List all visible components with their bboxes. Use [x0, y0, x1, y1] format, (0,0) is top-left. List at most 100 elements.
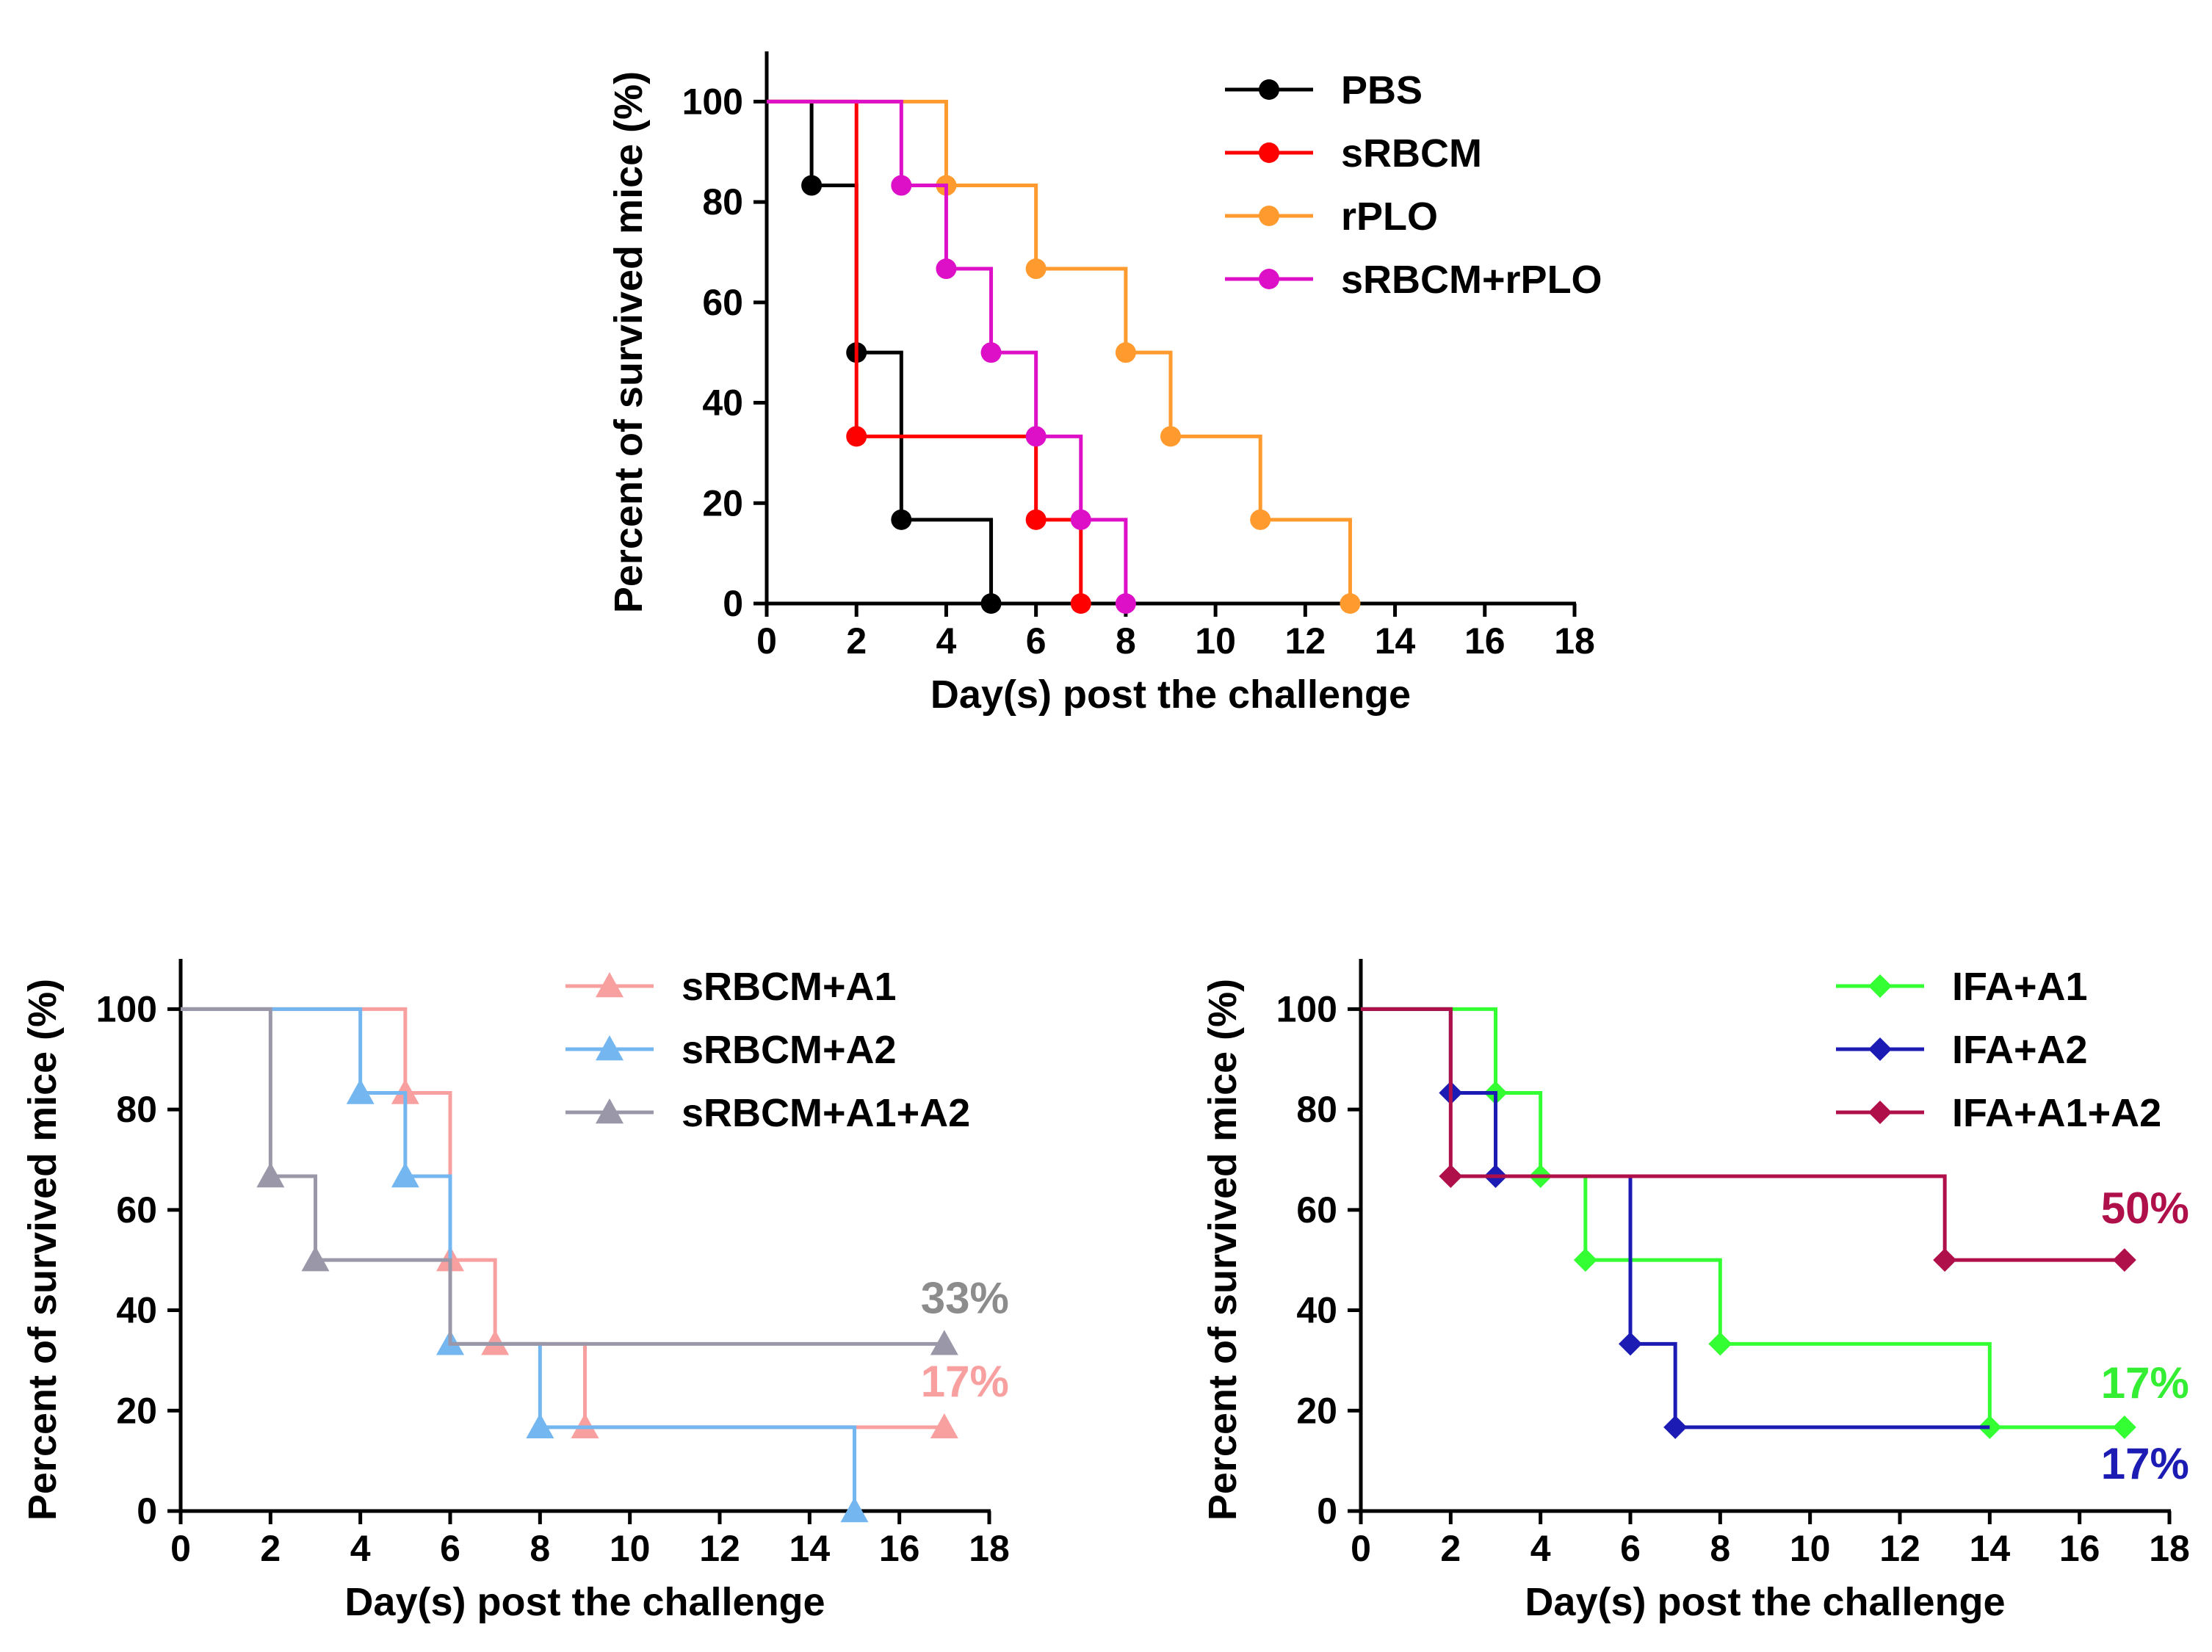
series-line — [181, 1007, 944, 1430]
x-tick-label: 4 — [936, 620, 957, 662]
data-point — [891, 509, 912, 530]
series-srbcm-a1 — [181, 1007, 958, 1439]
legend-marker — [1259, 206, 1279, 226]
annotation-label: 17% — [2101, 1439, 2189, 1488]
data-point — [846, 426, 867, 447]
series-srbcm-a2 — [181, 1007, 869, 1523]
series-ifa-a1-a2 — [1361, 1007, 2136, 1272]
series-line — [767, 99, 994, 604]
series-srbcm-rplo — [767, 99, 1136, 614]
legend-marker — [1259, 79, 1279, 100]
x-tick-label: 0 — [1351, 1528, 1371, 1569]
x-tick-label: 16 — [2059, 1528, 2100, 1569]
y-tick-label: 100 — [96, 988, 157, 1029]
x-tick-label: 10 — [610, 1528, 651, 1569]
series-line — [1361, 1007, 2125, 1262]
data-point — [526, 1413, 554, 1439]
x-tick-label: 4 — [1530, 1528, 1551, 1569]
y-tick-label: 20 — [702, 482, 743, 524]
x-tick-label: 2 — [260, 1528, 281, 1569]
data-point — [2112, 1415, 2136, 1439]
legend-marker — [596, 1098, 624, 1124]
y-tick-label: 80 — [702, 181, 743, 222]
data-point — [840, 1497, 869, 1523]
y-tick-label: 20 — [116, 1390, 157, 1431]
data-point — [891, 175, 912, 196]
annotation-label: 50% — [2101, 1184, 2189, 1233]
x-tick-label: 14 — [1375, 620, 1416, 662]
legend-marker — [1868, 974, 1892, 998]
x-tick-label: 6 — [1026, 620, 1047, 662]
x-tick-label: 12 — [1879, 1528, 1920, 1569]
chart-panel-bottom-right: 0 2 4 6 8 10 12 14 16 18 0 20 40 60 80 100 Day(s) post t… — [1201, 959, 2190, 1624]
y-tick-label: 80 — [116, 1089, 157, 1130]
data-point — [1619, 1332, 1642, 1356]
data-point — [1340, 593, 1361, 614]
x-tick-label: 16 — [1464, 620, 1506, 662]
legend-label: sRBCM+A1+A2 — [682, 1091, 970, 1135]
data-point — [1025, 258, 1047, 280]
data-point — [346, 1079, 375, 1104]
data-point — [301, 1246, 330, 1272]
legend-marker — [1259, 142, 1279, 163]
y-axis-label: Percent of survived mice (%) — [21, 979, 65, 1521]
x-tick-label: 2 — [846, 620, 867, 662]
data-point — [256, 1162, 285, 1188]
y-tick-label: 40 — [702, 383, 743, 424]
data-point — [1933, 1248, 1957, 1272]
x-tick-label: 8 — [1116, 620, 1136, 662]
series-pbs — [767, 99, 1002, 614]
data-point — [391, 1162, 419, 1188]
annotation-label: 17% — [2101, 1358, 2189, 1408]
legend-label: sRBCM+A2 — [682, 1028, 897, 1072]
series-ifa-a1 — [1361, 1007, 2136, 1439]
x-tick-label: 6 — [1620, 1528, 1641, 1569]
data-point — [930, 1413, 958, 1439]
data-point — [1070, 509, 1091, 530]
data-point — [2112, 1248, 2136, 1272]
legend-label: sRBCM — [1341, 131, 1482, 175]
x-tick-label: 6 — [440, 1528, 460, 1569]
data-point — [1708, 1332, 1732, 1356]
y-axis-label: Percent of survived mice (%) — [1201, 979, 1245, 1521]
legend-label: sRBCM+rPLO — [1341, 258, 1602, 302]
x-tick-label: 4 — [350, 1528, 371, 1569]
y-tick-label: 100 — [682, 81, 743, 122]
x-tick-label: 12 — [1285, 620, 1326, 662]
data-point — [980, 593, 1002, 614]
x-tick-label: 10 — [1790, 1528, 1831, 1569]
y-tick-label: 0 — [723, 583, 743, 624]
series-ifa-a2 — [1361, 1007, 1990, 1439]
data-point — [1070, 593, 1091, 614]
series-line — [1361, 1007, 2125, 1430]
series-line — [181, 1007, 944, 1346]
x-tick-label: 14 — [789, 1528, 831, 1569]
y-axis-label: Percent of survived mice (%) — [607, 71, 651, 613]
x-tick-label: 8 — [1710, 1528, 1730, 1569]
legend-label: rPLO — [1341, 195, 1438, 239]
x-tick-label: 10 — [1195, 620, 1236, 662]
annotation-label: 17% — [921, 1357, 1009, 1406]
x-tick-label: 18 — [1554, 620, 1595, 662]
data-point — [936, 258, 957, 280]
data-point — [1250, 509, 1271, 530]
y-tick-label: 100 — [1276, 988, 1337, 1029]
chart-panel-bottom-left: 0 2 4 6 8 10 12 14 16 18 0 20 40 60 80 100 Day(s) post t… — [21, 959, 1010, 1624]
x-tick-label: 16 — [879, 1528, 920, 1569]
y-tick-label: 60 — [1296, 1189, 1337, 1231]
legend-marker — [1868, 1101, 1892, 1124]
legend-label: IFA+A1+A2 — [1952, 1091, 2161, 1135]
x-tick-label: 18 — [969, 1528, 1010, 1569]
data-point — [1025, 509, 1047, 530]
x-axis-label: Day(s) post the challenge — [344, 1580, 825, 1624]
data-point — [1115, 342, 1136, 363]
x-axis-label: Day(s) post the challenge — [930, 673, 1411, 717]
chart-panel-top: 0 2 4 6 8 10 12 14 16 18 0 20 40 60 80 100 Day(s) post t… — [607, 51, 1602, 717]
data-point — [1439, 1164, 1463, 1189]
x-tick-label: 0 — [756, 620, 777, 662]
y-tick-label: 40 — [116, 1290, 157, 1331]
x-tick-label: 8 — [529, 1528, 550, 1569]
legend-label: sRBCM+A1 — [682, 965, 897, 1009]
x-axis-label: Day(s) post the challenge — [1525, 1580, 2005, 1624]
